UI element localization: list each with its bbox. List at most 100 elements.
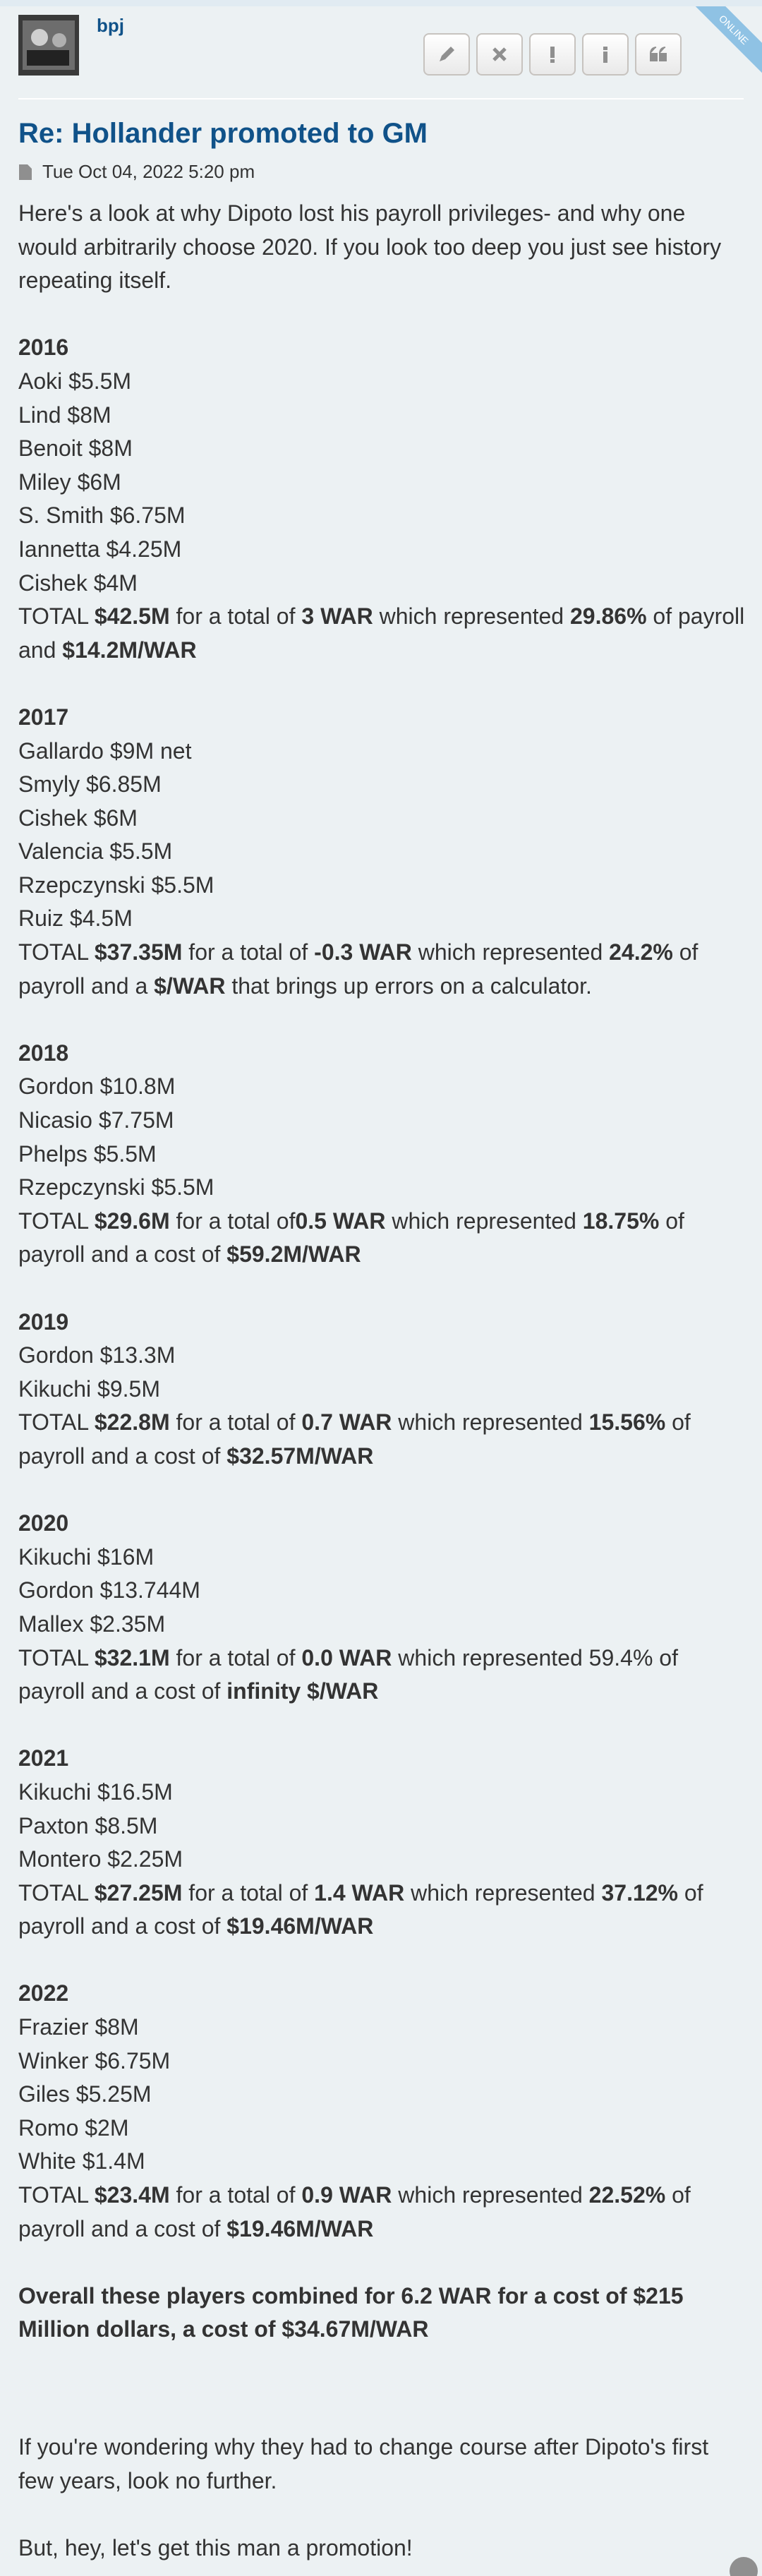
total-segment: $/WAR — [154, 973, 226, 999]
total-segment: TOTAL — [18, 2182, 95, 2208]
player-line: Rzepczynski $5.5M — [18, 872, 214, 898]
year-section: 2020 Kikuchi $16M Gordon $13.744M Mallex $2… — [18, 1507, 745, 1709]
closing-paragraph: But, hey, let's get this man a promotion… — [18, 2534, 413, 2560]
intro-paragraph: Here's a look at why Dipoto lost his pay… — [18, 200, 722, 294]
edit-button[interactable] — [423, 33, 470, 76]
total-segment: 0.0 WAR — [301, 1644, 392, 1671]
year-section: 2021 Kikuchi $16.5M Paxton $8.5M Montero $2… — [18, 1742, 745, 1944]
total-segment: for a total of — [182, 1879, 315, 1906]
player-line: Iannetta $4.25M — [18, 536, 182, 562]
player-line: Giles $5.25M — [18, 2081, 152, 2107]
report-button[interactable] — [529, 33, 576, 76]
total-segment: 29.86% — [569, 603, 647, 630]
total-segment: of payroll and a cost of — [18, 1879, 703, 1939]
total-segment: which represented — [392, 2182, 589, 2208]
player-line: Kikuchi $16.5M — [18, 1778, 173, 1805]
post-buttons — [423, 33, 682, 76]
total-segment: TOTAL — [18, 1644, 95, 1671]
year-heading: 2022 — [18, 1980, 69, 2006]
closing-paragraph: If you're wondering why they had to chan… — [18, 2434, 709, 2493]
player-line: Aoki $5.5M — [18, 368, 132, 394]
player-line: Cishek $4M — [18, 570, 138, 596]
delete-button[interactable] — [476, 33, 523, 76]
player-line: Frazier $8M — [18, 2014, 139, 2040]
player-line: Winker $6.75M — [18, 2047, 171, 2074]
total-line: TOTAL $27.25M for a total of 1.4 WAR whi… — [18, 1877, 745, 1944]
total-segment: 0.5 WAR — [295, 1208, 386, 1234]
player-line: Rzepczynski $5.5M — [18, 1174, 214, 1200]
post-date: Tue Oct 04, 2022 5:20 pm — [42, 161, 255, 182]
total-segment: 1.4 WAR — [314, 1879, 405, 1906]
total-segment: $14.2M/WAR — [62, 637, 197, 663]
total-segment: 0.7 WAR — [301, 1409, 392, 1436]
total-segment: $59.2M/WAR — [226, 1241, 361, 1268]
year-heading: 2017 — [18, 704, 69, 730]
player-line: Gordon $13.744M — [18, 1577, 200, 1603]
post-icon — [19, 164, 32, 180]
quote-button[interactable] — [635, 33, 682, 76]
report-icon — [550, 47, 555, 63]
total-segment: TOTAL — [18, 1409, 95, 1436]
total-segment: 22.52% — [588, 2182, 666, 2208]
year-section: 2017 Gallardo $9M net Smyly $6.85M Cishek $… — [18, 701, 745, 1003]
edit-icon — [440, 47, 454, 61]
total-line: TOTAL $32.1M for a total of 0.0 WAR whic… — [18, 1642, 745, 1709]
total-segment: of payroll and a — [18, 939, 698, 999]
info-button[interactable] — [582, 33, 629, 76]
total-segment: for a total of — [182, 939, 315, 965]
total-segment: 24.2% — [609, 939, 673, 965]
year-section: 2018 Gordon $10.8M Nicasio $7.75M Phelps $5… — [18, 1037, 745, 1272]
post-content: Here's a look at why Dipoto lost his pay… — [18, 197, 745, 2576]
total-segment: for a total of — [169, 1208, 296, 1234]
year-heading: 2019 — [18, 1308, 69, 1335]
player-line: Smyly $6.85M — [18, 771, 162, 798]
total-segment: TOTAL — [18, 1879, 95, 1906]
total-segment: 3 WAR — [301, 603, 373, 630]
quote-icon — [650, 47, 667, 61]
author-name[interactable]: bpj — [97, 15, 124, 36]
total-segment: $32.57M/WAR — [226, 1443, 374, 1469]
total-segment: for a total of — [169, 1644, 302, 1671]
back-to-top[interactable] — [730, 2557, 758, 2576]
total-segment: TOTAL — [18, 939, 95, 965]
total-segment: 18.75% — [582, 1208, 660, 1234]
player-line: Gordon $10.8M — [18, 1073, 176, 1100]
total-segment: $23.4M — [94, 2182, 170, 2208]
year-section: 2019 Gordon $13.3M Kikuchi $9.5M TOTAL $22.… — [18, 1306, 745, 1474]
total-segment: $29.6M — [94, 1208, 170, 1234]
total-segment: which represented — [404, 1879, 602, 1906]
player-line: Valencia $5.5M — [18, 838, 173, 865]
delete-icon — [492, 47, 507, 61]
summary-text: Overall these players combined for 6.2 W… — [18, 2282, 684, 2342]
total-segment: of payroll and a cost of — [18, 1409, 691, 1469]
player-line: Kikuchi $16M — [18, 1543, 155, 1570]
player-line: Paxton $8.5M — [18, 1812, 158, 1838]
total-segment: of payroll and a cost of — [18, 1208, 684, 1268]
total-segment: -0.3 WAR — [314, 939, 412, 965]
player-line: S. Smith $6.75M — [18, 502, 186, 529]
total-line: TOTAL $42.5M for a total of 3 WAR which … — [18, 600, 745, 667]
player-line: Mallex $2.35M — [18, 1611, 166, 1637]
total-segment: which represented — [385, 1208, 583, 1234]
post-title[interactable]: Re: Hollander promoted to GM — [18, 118, 428, 149]
info-icon — [603, 47, 607, 63]
avatar[interactable] — [18, 15, 79, 76]
player-line: Ruiz $4.5M — [18, 905, 133, 932]
total-line: TOTAL $23.4M for a total of 0.9 WAR whic… — [18, 2179, 745, 2246]
online-badge: ONLINE — [681, 6, 762, 83]
player-line: Lind $8M — [18, 402, 111, 428]
total-segment: which represented — [411, 939, 610, 965]
total-segment: $37.35M — [94, 939, 183, 965]
total-segment: $42.5M — [94, 603, 170, 630]
total-line: TOTAL $22.8M for a total of 0.7 WAR whic… — [18, 1406, 745, 1473]
total-segment: which represented — [392, 1409, 589, 1436]
total-segment: $19.46M/WAR — [226, 1913, 374, 1939]
year-heading: 2016 — [18, 335, 69, 361]
total-segment: that brings up errors on a calculator. — [225, 973, 592, 999]
total-segment: TOTAL — [18, 603, 95, 630]
player-line: Nicasio $7.75M — [18, 1107, 174, 1133]
summary-paragraph: Overall these players combined for 6.2 W… — [18, 2280, 745, 2347]
player-line: White $1.4M — [18, 2148, 145, 2174]
